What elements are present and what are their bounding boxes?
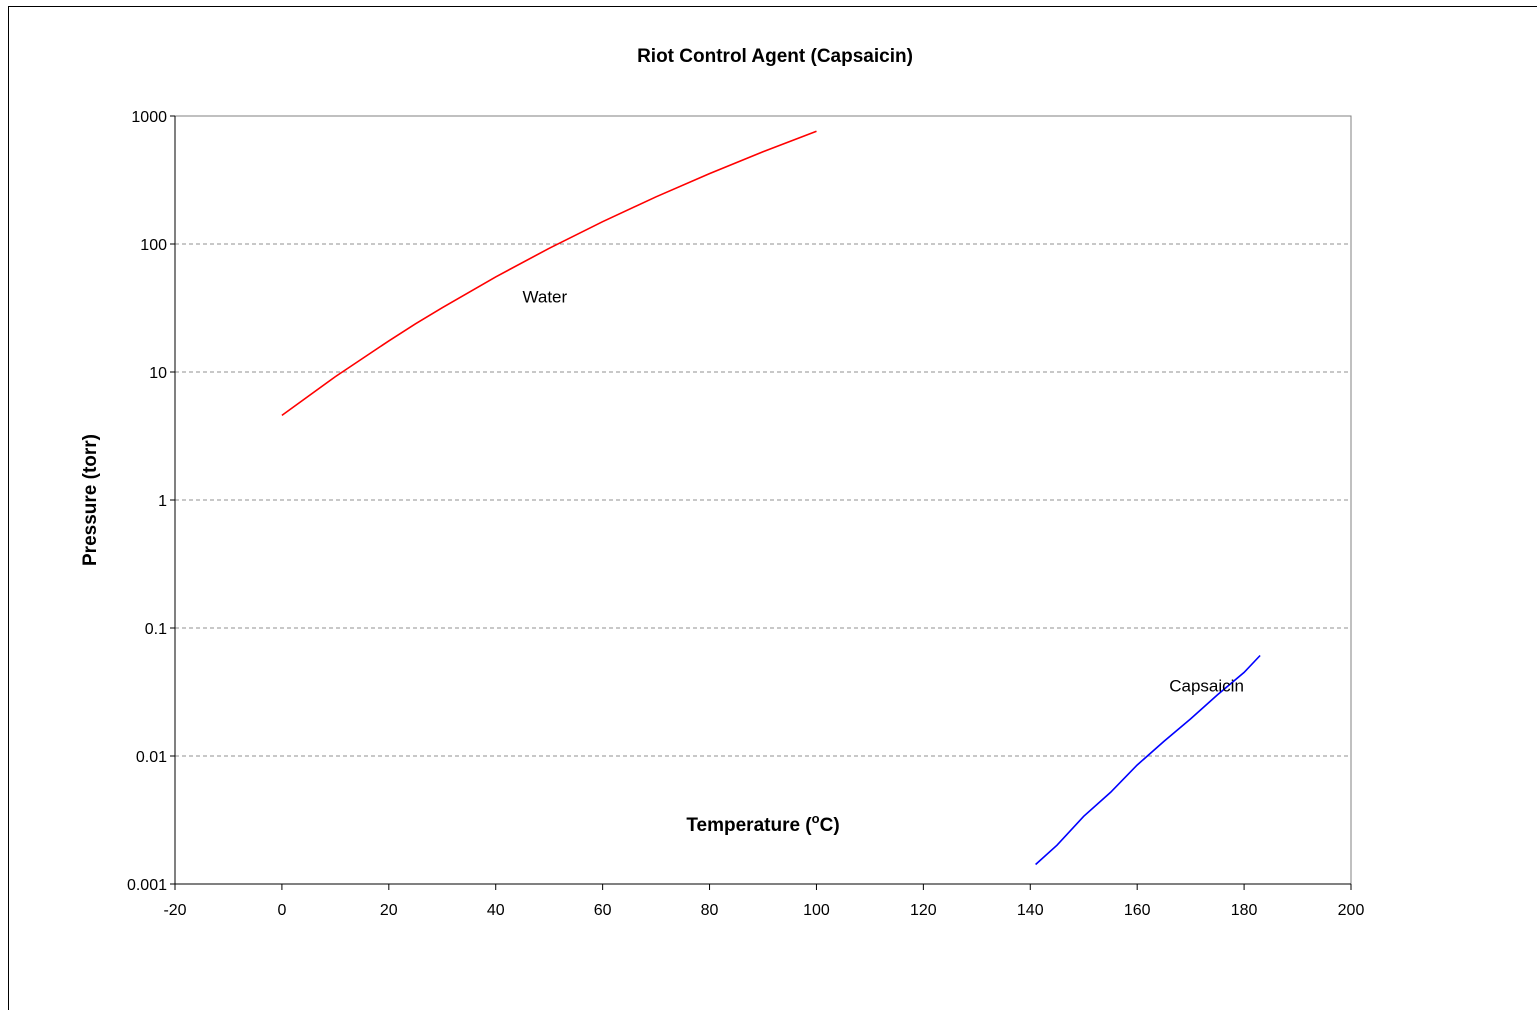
x-tick-label: -20 (163, 902, 186, 919)
series-line-water (281, 130, 817, 417)
annotation-capsaicin: Capsaicin (1169, 676, 1244, 695)
x-tick-label: 60 (594, 902, 612, 919)
chart-frame (8, 6, 1537, 1010)
y-tick-label: 0.001 (127, 877, 167, 894)
x-tick-label: 100 (803, 902, 830, 919)
x-axis-title-superscript: o (812, 811, 820, 826)
x-tick-label: 20 (380, 902, 398, 919)
y-tick-label: 10 (149, 365, 167, 382)
y-tick-label: 1 (158, 493, 167, 510)
y-tick-label: 0.01 (136, 749, 167, 766)
annotation-water: Water (522, 287, 567, 306)
gridlines (175, 243, 1351, 757)
x-tick-label: 200 (1338, 902, 1365, 919)
annotations: Water Capsaicin (522, 287, 1243, 695)
x-tick-label: 180 (1231, 902, 1258, 919)
y-tick-label: 1000 (131, 109, 167, 126)
y-tick-label: 100 (140, 237, 167, 254)
y-tick-label: 0.1 (145, 621, 167, 638)
series-line-capsaicin (1035, 654, 1261, 866)
x-tick-label: 160 (1124, 902, 1151, 919)
axes: 0.001 0.01 0.1 1 10 100 1000 -20 0 20 40 60 80 100 120… (127, 109, 1364, 919)
x-tick-label: 140 (1017, 902, 1044, 919)
chart-title: Riot Control Agent (Capsaicin) (637, 46, 913, 67)
x-axis-title: Temperature (oC) (686, 811, 839, 836)
x-tick-label: 120 (910, 902, 937, 919)
x-axis-title-suffix: C) (820, 815, 840, 836)
series-lines (281, 130, 1261, 866)
x-tick-label: 0 (277, 902, 286, 919)
x-tick-label: 40 (487, 902, 505, 919)
x-tick-label: 80 (701, 902, 719, 919)
y-axis-title: Pressure (torr) (80, 434, 101, 566)
x-axis-title-main: Temperature ( (686, 815, 812, 836)
